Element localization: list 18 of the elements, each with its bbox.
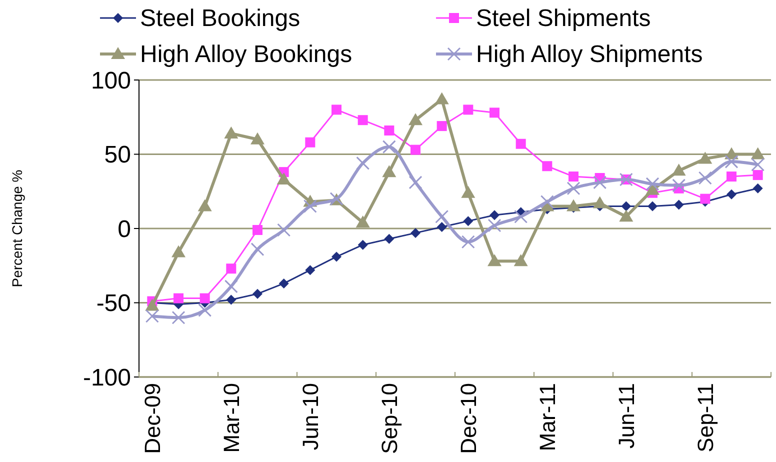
- x-tick-label: Sep-10: [376, 383, 402, 454]
- legend-label: Steel Shipments: [476, 5, 651, 32]
- x-tick-label: Mar-11: [534, 383, 560, 452]
- legend-label: High Alloy Shipments: [476, 41, 703, 68]
- x-tick-label: Dec-09: [140, 383, 165, 454]
- x-tick-label: Mar-10: [218, 383, 244, 453]
- x-tick-label: Jun-11: [614, 383, 639, 449]
- x-tick-label: Jun-10: [298, 383, 323, 450]
- y-tick-label: 50: [104, 142, 131, 169]
- legend-label: Steel Bookings: [140, 5, 300, 32]
- legend-label: High Alloy Bookings: [140, 41, 352, 68]
- y-tick-label: -50: [96, 290, 131, 318]
- y-tick-label: -100: [82, 364, 131, 392]
- x-tick-label: Sep-11: [692, 383, 718, 452]
- y-tick-label: 0: [118, 216, 131, 243]
- y-axis-title: Percent Change %: [9, 170, 25, 288]
- x-tick-label: Dec-10: [456, 383, 481, 454]
- y-tick-label: 100: [90, 67, 131, 94]
